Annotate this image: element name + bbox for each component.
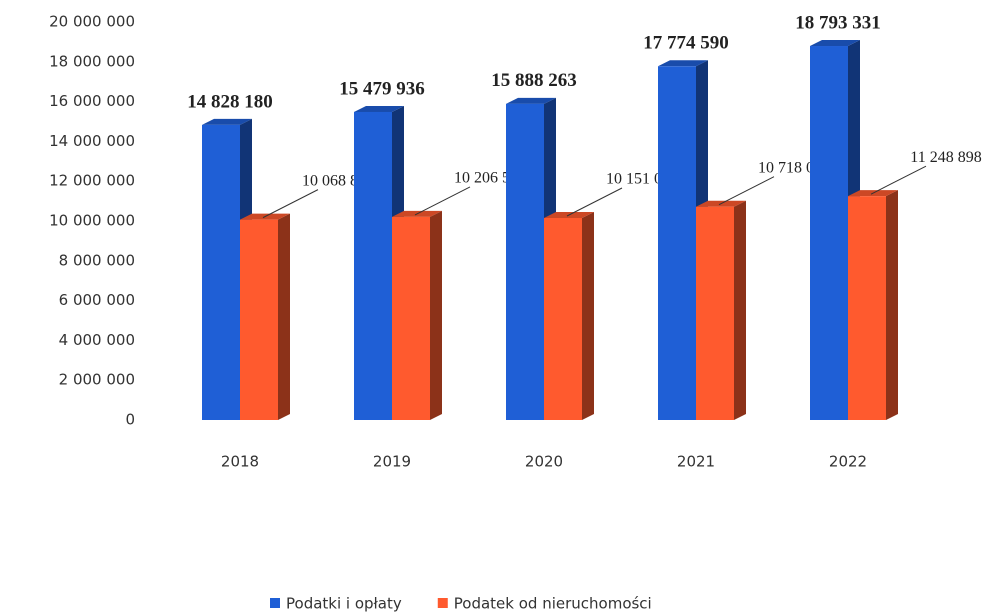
legend-swatch xyxy=(270,598,280,608)
y-tick-label: 8 000 000 xyxy=(59,251,135,269)
y-tick-label: 14 000 000 xyxy=(49,132,135,150)
y-tick-label: 4 000 000 xyxy=(59,331,135,349)
value-label: 18 793 331 xyxy=(795,12,881,33)
bar-side xyxy=(734,200,746,420)
x-tick-label: 2018 xyxy=(221,453,259,471)
y-tick-label: 10 000 000 xyxy=(49,212,135,230)
bar xyxy=(848,196,886,420)
value-label: 15 479 936 xyxy=(339,78,425,99)
y-tick-label: 18 000 000 xyxy=(49,52,135,70)
bar-side xyxy=(886,190,898,420)
legend-label: Podatki i opłaty xyxy=(286,595,402,613)
leader-line xyxy=(870,165,927,195)
y-tick-label: 6 000 000 xyxy=(59,291,135,309)
bar xyxy=(506,103,544,421)
value-label: 14 828 180 xyxy=(187,91,273,112)
bar-side xyxy=(582,211,594,420)
value-label: 17 774 590 xyxy=(643,33,729,54)
x-tick-label: 2022 xyxy=(829,453,867,471)
legend-label: Podatek od nieruchomości xyxy=(454,595,652,613)
leader-line xyxy=(262,189,319,219)
value-label: 15 888 263 xyxy=(491,70,577,91)
leader-line xyxy=(414,186,471,216)
y-tick-label: 0 xyxy=(125,411,135,429)
x-tick-label: 2019 xyxy=(373,453,411,471)
value-label: 11 248 898 xyxy=(910,149,981,166)
bar-top xyxy=(202,118,252,125)
bar xyxy=(392,216,430,420)
bar-top xyxy=(354,105,404,112)
bar xyxy=(810,46,848,420)
bar xyxy=(544,217,582,420)
bar xyxy=(202,124,240,420)
bar-side xyxy=(430,210,442,420)
leader-line xyxy=(718,176,775,206)
y-tick-label: 16 000 000 xyxy=(49,92,135,110)
bar xyxy=(354,111,392,420)
x-tick-label: 2020 xyxy=(525,453,563,471)
x-tick-label: 2021 xyxy=(677,453,715,471)
bar xyxy=(658,66,696,421)
bar xyxy=(240,219,278,420)
y-tick-label: 12 000 000 xyxy=(49,172,135,190)
bar-side xyxy=(278,213,290,420)
leader-line xyxy=(566,187,623,217)
bar-top xyxy=(506,97,556,104)
y-tick-label: 2 000 000 xyxy=(59,371,135,389)
y-tick-label: 20 000 000 xyxy=(49,13,135,31)
legend-swatch xyxy=(437,598,448,608)
bar-top xyxy=(658,60,708,67)
bar xyxy=(696,206,734,420)
bar-top xyxy=(810,40,860,47)
